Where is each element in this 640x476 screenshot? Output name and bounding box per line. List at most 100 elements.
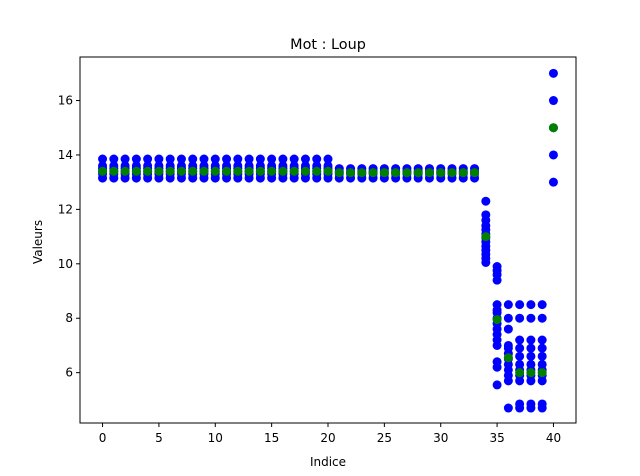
value-point xyxy=(548,177,558,187)
x-tick-label: 0 xyxy=(99,431,107,445)
value-point xyxy=(526,399,536,409)
value-point xyxy=(526,343,536,353)
value-point xyxy=(537,359,547,369)
mean-point xyxy=(120,166,130,176)
value-point xyxy=(515,399,525,409)
value-point xyxy=(503,313,513,323)
value-point xyxy=(492,262,502,272)
y-axis: 6 8 10 12 14 16 xyxy=(58,94,80,380)
value-point xyxy=(278,154,288,164)
value-point xyxy=(526,313,536,323)
value-point xyxy=(300,154,310,164)
value-point xyxy=(492,357,502,367)
mean-point xyxy=(346,168,356,178)
mean-point xyxy=(210,166,220,176)
mean-point xyxy=(267,166,277,176)
y-tick-label: 6 xyxy=(65,366,73,380)
points-layer xyxy=(98,68,558,413)
value-point xyxy=(492,380,502,390)
mean-point xyxy=(515,368,525,378)
value-point xyxy=(526,335,536,345)
mean-point xyxy=(244,166,254,176)
value-point xyxy=(515,359,525,369)
value-point xyxy=(188,154,198,164)
mean-point xyxy=(312,166,322,176)
mean-point xyxy=(289,166,299,176)
value-point xyxy=(323,154,333,164)
x-tick-label: 35 xyxy=(489,431,504,445)
mean-point xyxy=(368,168,378,178)
value-point xyxy=(210,154,220,164)
chart-title: Mot : Loup xyxy=(290,37,366,53)
y-axis-label: Valeurs xyxy=(31,220,45,264)
x-tick-label: 25 xyxy=(377,431,392,445)
mean-point xyxy=(154,166,164,176)
mean-point xyxy=(165,166,175,176)
value-point xyxy=(515,343,525,353)
y-tick-label: 8 xyxy=(65,311,73,325)
value-point xyxy=(481,196,491,206)
value-point xyxy=(526,359,536,369)
value-point xyxy=(503,300,513,310)
mean-point xyxy=(503,353,513,363)
y-tick-label: 14 xyxy=(58,148,73,162)
value-point xyxy=(503,403,513,413)
value-point xyxy=(526,300,536,310)
x-tick-label: 40 xyxy=(546,431,561,445)
mean-point xyxy=(436,168,446,178)
value-point xyxy=(176,154,186,164)
mean-point xyxy=(222,166,232,176)
value-point xyxy=(244,154,254,164)
mean-point xyxy=(98,166,108,176)
x-axis: 0 5 10 15 20 25 30 35 40 xyxy=(99,423,561,445)
mean-point xyxy=(548,123,558,133)
value-point xyxy=(503,340,513,350)
mean-point xyxy=(233,166,243,176)
value-point xyxy=(526,351,536,361)
value-point xyxy=(109,154,119,164)
value-point xyxy=(492,300,502,310)
value-point xyxy=(154,154,164,164)
plot-area xyxy=(79,56,577,424)
mean-point xyxy=(537,368,547,378)
value-point xyxy=(289,154,299,164)
mean-point xyxy=(334,168,344,178)
y-tick-label: 10 xyxy=(58,257,73,271)
mean-point xyxy=(481,232,491,242)
value-point xyxy=(515,313,525,323)
mean-point xyxy=(300,166,310,176)
value-point xyxy=(548,96,558,106)
mean-point xyxy=(109,166,119,176)
mean-point xyxy=(413,168,423,178)
mean-point xyxy=(255,166,265,176)
mean-point xyxy=(188,166,198,176)
mean-point xyxy=(391,168,401,178)
value-point xyxy=(165,154,175,164)
value-point xyxy=(131,154,141,164)
mean-point xyxy=(458,168,468,178)
mean-point xyxy=(143,166,153,176)
x-tick-label: 5 xyxy=(155,431,163,445)
value-point xyxy=(98,154,108,164)
value-point xyxy=(548,68,558,78)
y-tick-label: 12 xyxy=(58,202,73,216)
x-tick-label: 30 xyxy=(433,431,448,445)
value-point xyxy=(267,154,277,164)
mean-point xyxy=(424,168,434,178)
plot-frame xyxy=(79,56,577,424)
x-axis-label: Indice xyxy=(310,455,346,469)
mean-point xyxy=(357,168,367,178)
value-point xyxy=(537,335,547,345)
value-point xyxy=(537,313,547,323)
y-tick-label: 16 xyxy=(58,94,73,108)
value-point xyxy=(537,399,547,409)
mean-point xyxy=(447,168,457,178)
value-point xyxy=(537,343,547,353)
value-point xyxy=(515,335,525,345)
mean-point xyxy=(131,166,141,176)
value-point xyxy=(199,154,209,164)
mean-point xyxy=(176,166,186,176)
x-tick-label: 15 xyxy=(264,431,279,445)
value-point xyxy=(503,324,513,334)
